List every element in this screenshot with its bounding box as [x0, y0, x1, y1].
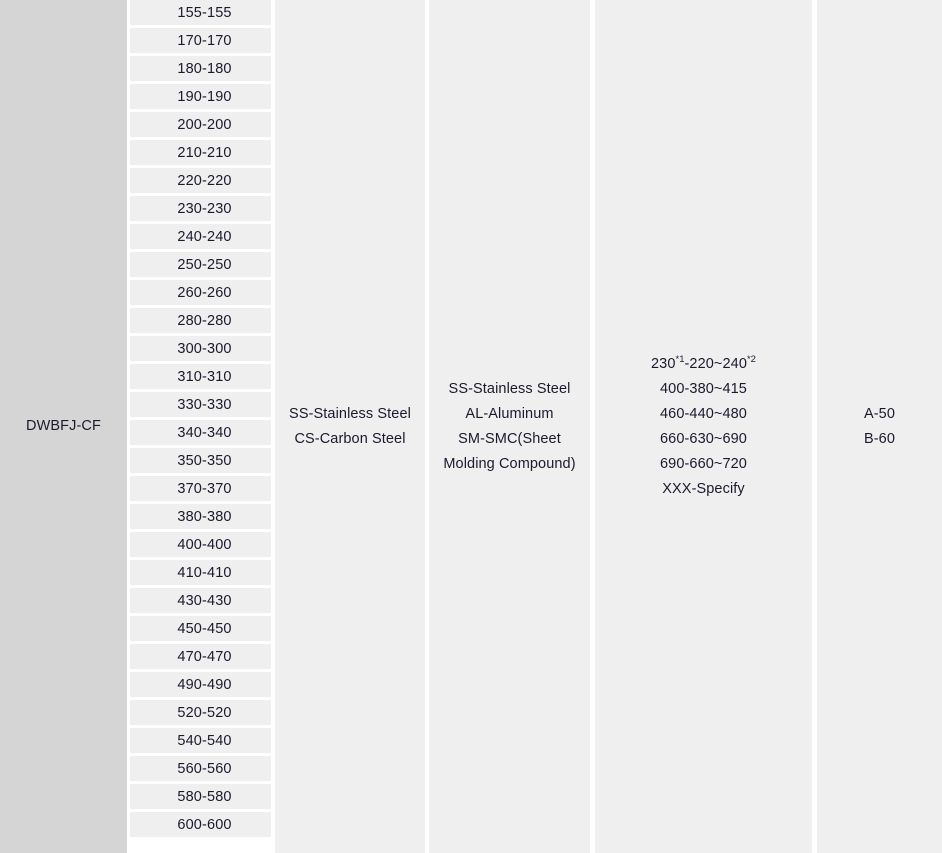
size-row: 490-490: [130, 672, 271, 697]
size-value: 260-260: [177, 284, 232, 301]
size-row: 560-560: [130, 756, 271, 781]
size-value: 330-330: [177, 396, 232, 413]
size-row: 540-540: [130, 728, 271, 753]
size-row: 400-400: [130, 532, 271, 557]
size-row: 260-260: [130, 280, 271, 305]
size-value: 310-310: [177, 368, 232, 385]
size-row: 330-330: [130, 392, 271, 417]
size-value: 520-520: [177, 704, 232, 721]
column-model-code: DWBFJ-CF: [0, 0, 127, 853]
column-size-list: 155-155 170-170 180-180 190-190 200-200 210-2…: [130, 0, 271, 853]
size-row: 450-450: [130, 616, 271, 641]
size-value: 490-490: [177, 676, 232, 693]
actuator-option: A-50: [863, 405, 896, 422]
size-value: 600-600: [177, 816, 232, 833]
pressure-option: XXX-Specify: [662, 480, 745, 497]
size-value: 170-170: [177, 32, 232, 49]
size-value: 430-430: [177, 592, 232, 609]
size-row: 520-520: [130, 700, 271, 725]
size-row: 230-230: [130, 196, 271, 221]
size-row: 220-220: [130, 168, 271, 193]
size-row: 310-310: [130, 364, 271, 389]
model-code-label: DWBFJ-CF: [26, 417, 101, 434]
size-row: 250-250: [130, 252, 271, 277]
size-row: 170-170: [130, 28, 271, 53]
size-row: 340-340: [130, 420, 271, 445]
size-value: 450-450: [177, 620, 232, 637]
size-value: 410-410: [177, 564, 232, 581]
pressure-option: 400-380~415: [660, 380, 747, 397]
size-row: 470-470: [130, 644, 271, 669]
size-value: 220-220: [177, 172, 232, 189]
size-value: 230-230: [177, 200, 232, 217]
size-row: 200-200: [130, 112, 271, 137]
pressure-option: 460-440~480: [660, 405, 747, 422]
size-row: 410-410: [130, 560, 271, 585]
size-value: 200-200: [177, 116, 232, 133]
size-value: 190-190: [177, 88, 232, 105]
size-row: 280-280: [130, 308, 271, 333]
pressure-option: 230*1-220~240*2: [651, 353, 756, 372]
size-value: 470-470: [177, 648, 232, 665]
size-value: 240-240: [177, 228, 232, 245]
size-row: 380-380: [130, 504, 271, 529]
size-row: 350-350: [130, 448, 271, 473]
size-value: 350-350: [177, 452, 232, 469]
size-row: 300-300: [130, 336, 271, 361]
material-option: CS-Carbon Steel: [294, 430, 406, 447]
column-body-options: SS-Stainless Steel AL-Aluminum SM-SMC(Shee…: [429, 0, 590, 853]
size-value: 300-300: [177, 340, 232, 357]
column-actuator-options: A-50 B-60: [817, 0, 942, 853]
body-option: Molding Compound): [443, 455, 576, 472]
size-value: 370-370: [177, 480, 232, 497]
size-row: 240-240: [130, 224, 271, 249]
size-value: 380-380: [177, 508, 232, 525]
size-row: 600-600: [130, 812, 271, 837]
pressure-option: 690-660~720: [660, 455, 747, 472]
size-row: 370-370: [130, 476, 271, 501]
body-option: SM-SMC(Sheet: [458, 430, 561, 447]
column-pressure-options: 230*1-220~240*2 400-380~415 460-440~480 660…: [595, 0, 812, 853]
column-material-options: SS-Stainless Steel CS-Carbon Steel: [275, 0, 425, 853]
size-value: 400-400: [177, 536, 232, 553]
size-row: 580-580: [130, 784, 271, 809]
size-value: 580-580: [177, 788, 232, 805]
actuator-option: B-60: [863, 430, 896, 447]
material-option: SS-Stainless Steel: [289, 405, 411, 422]
size-value: 340-340: [177, 424, 232, 441]
size-value: 180-180: [177, 60, 232, 77]
body-option: SS-Stainless Steel: [448, 380, 571, 397]
size-row: 430-430: [130, 588, 271, 613]
size-row: 155-155: [130, 0, 271, 25]
size-row: 190-190: [130, 84, 271, 109]
size-value: 540-540: [177, 732, 232, 749]
size-row: 210-210: [130, 140, 271, 165]
footnote-marker: *2: [746, 353, 756, 365]
pressure-option: 660-630~690: [660, 430, 747, 447]
size-value: 210-210: [177, 144, 232, 161]
body-option: AL-Aluminum: [465, 405, 554, 422]
size-row: 180-180: [130, 56, 271, 81]
size-value: 250-250: [177, 256, 232, 273]
size-value: 560-560: [177, 760, 232, 777]
size-value: 155-155: [177, 4, 232, 21]
size-value: 280-280: [177, 312, 232, 329]
footnote-marker: *1: [675, 353, 685, 365]
